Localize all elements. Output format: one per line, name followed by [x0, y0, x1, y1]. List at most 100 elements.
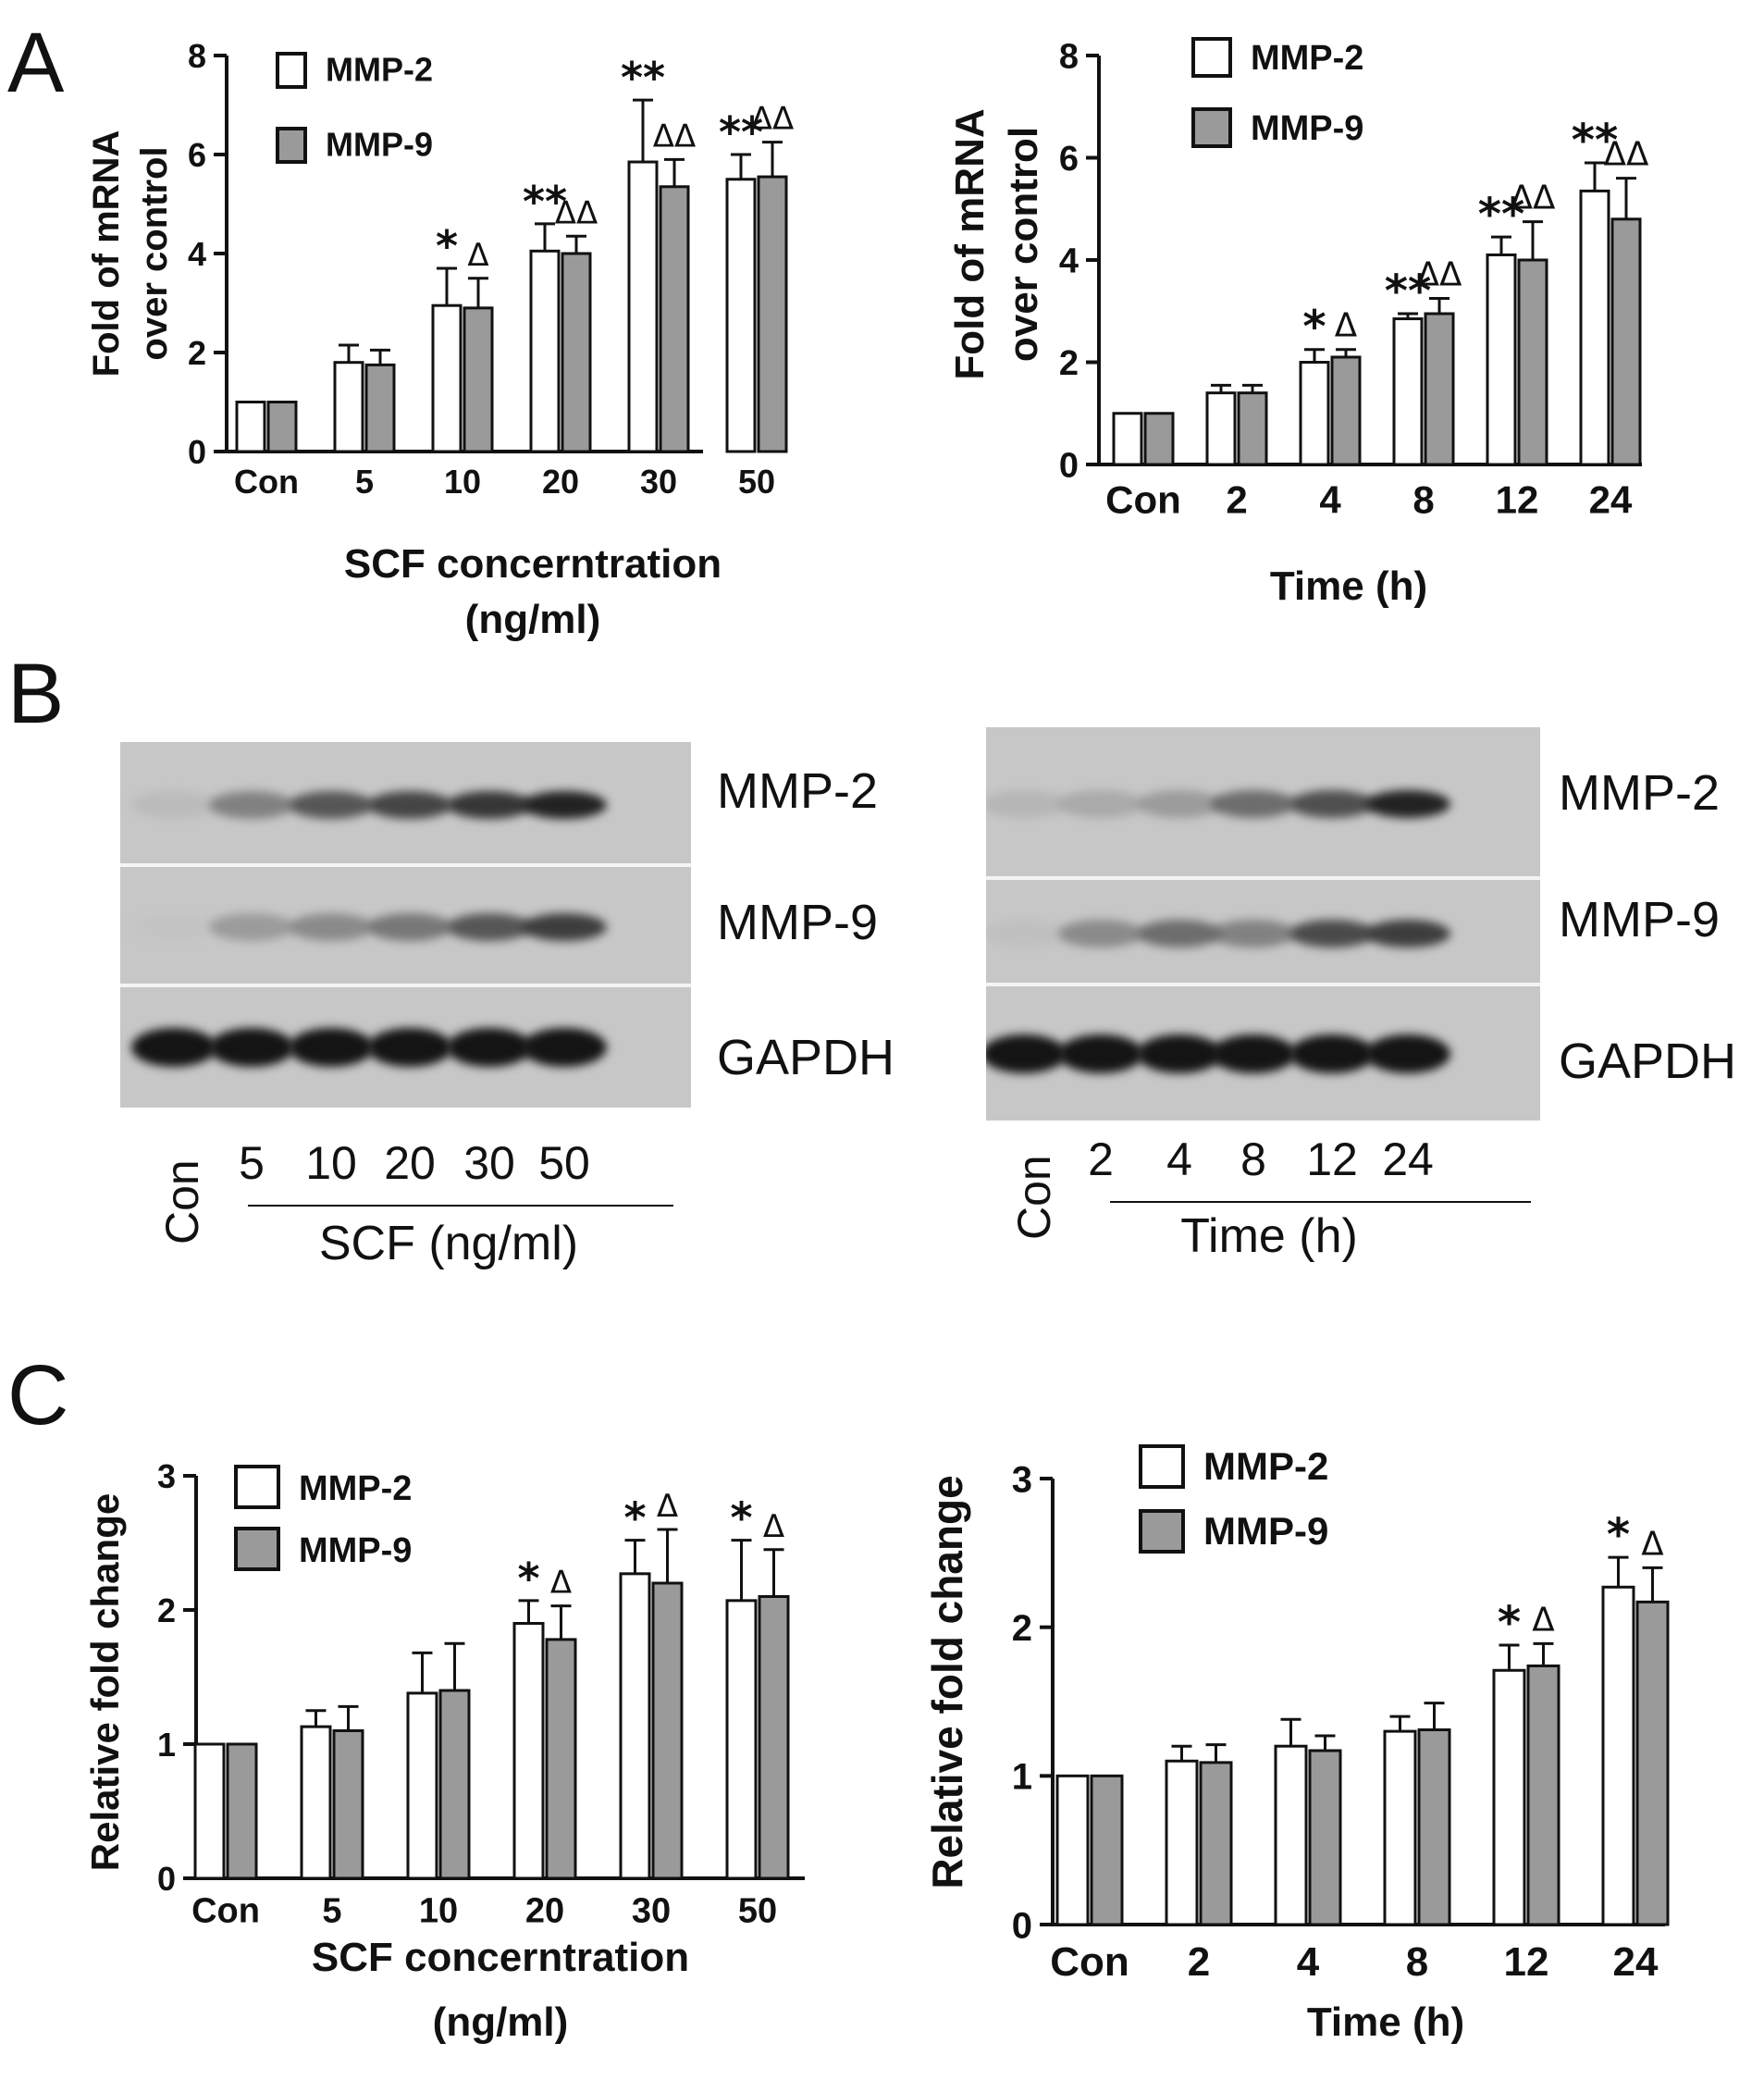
chart-a-right-bar-mmp2 — [1486, 253, 1517, 466]
chart-c-right-bar-mmp2 — [1492, 1668, 1526, 1926]
chart-a-left-bar-mmp9 — [561, 252, 592, 453]
blot-b-left-band — [447, 790, 532, 819]
chart-c-left-ytick-label: 0 — [157, 1860, 176, 1898]
blot-b-right-lane-label: 24 — [1382, 1133, 1434, 1185]
chart-c-right-y-axis-title: Relative fold change — [923, 1475, 971, 1888]
blot-b-left-band — [447, 1028, 532, 1067]
blot-b-left-band — [131, 913, 216, 941]
chart-c-left-bar-mmp2 — [512, 1622, 545, 1880]
chart-c-left-xtick-label: Con — [191, 1892, 260, 1931]
chart-c-left-xtick-label: 5 — [322, 1892, 341, 1931]
chart-c-right-xtick-label: 8 — [1406, 1939, 1428, 1985]
chart-c-right-bar-mmp9 — [1199, 1761, 1233, 1926]
chart-a-right-xtick-label: 12 — [1496, 478, 1539, 522]
chart-a-left-bar-mmp9 — [364, 363, 396, 453]
blot-b-left-band — [289, 913, 374, 941]
blot-b-right-lane-label: 4 — [1166, 1133, 1192, 1185]
chart-c-right-bar-mmp2 — [1383, 1729, 1417, 1926]
blot-b-left-band — [522, 790, 607, 819]
chart-a-left-ytick-label: 0 — [188, 433, 206, 471]
chart-a-left-bar-mmp9 — [266, 401, 298, 453]
chart-c-left-significance-mark: * — [730, 1493, 752, 1543]
chart-c-left-xtick-label: 10 — [419, 1892, 458, 1931]
chart-c-right-bar-mmp9 — [1090, 1774, 1124, 1926]
blot-b-left-band — [209, 913, 294, 941]
chart-a-right-legend-swatch-mmp2 — [1191, 37, 1232, 78]
blot-b-right-band — [1137, 789, 1222, 818]
chart-c-left-bar-mmp2 — [300, 1725, 332, 1880]
chart-a-left-y-axis-title: over control — [134, 146, 175, 360]
chart-a-left-bar-mmp2 — [725, 178, 757, 453]
chart-c-left-bar-mmp2 — [619, 1572, 651, 1880]
chart-c-right-legend-label-mmp2: MMP-2 — [1203, 1444, 1328, 1488]
blot-b-right-row-label: GAPDH — [1559, 1034, 1737, 1089]
blot-b-right-row-mmp-9 — [986, 880, 1540, 986]
blot-b-left-separator — [120, 984, 691, 987]
chart-a-right-legend-label-mmp2: MMP-2 — [1251, 39, 1363, 78]
blot-b-right-band — [1289, 919, 1375, 947]
chart-c-right-bar-mmp2 — [1274, 1744, 1308, 1926]
blot-b-right-band — [1137, 919, 1222, 947]
chart-a-left-xtick-label: 20 — [542, 463, 579, 501]
chart-c-right-xtick-label: 12 — [1504, 1939, 1549, 1985]
blot-b-left-row-label: MMP-9 — [717, 895, 878, 950]
blot-b-right-band — [1289, 789, 1375, 818]
chart-a-left-xtick-label: 30 — [640, 463, 677, 501]
chart-a-right-xtick-label: 24 — [1589, 478, 1633, 522]
blot-b-right-band — [1211, 1034, 1296, 1073]
chart-c-left-legend-label-mmp2: MMP-2 — [299, 1469, 412, 1508]
blot-b-left-lane-label: 10 — [305, 1137, 357, 1189]
chart-a-left-significance-mark: ** — [719, 107, 763, 157]
blot-b-left-lane-label: 20 — [384, 1137, 436, 1189]
chart-a-right-bar-mmp9 — [1517, 258, 1548, 466]
chart-a-left-xtick-label: Con — [234, 463, 299, 501]
chart-a-left-x-axis-title: SCF concerntration — [344, 541, 722, 587]
chart-c-left-significance-mark: Δ — [763, 1508, 784, 1545]
chart-a-right-xtick-label: 4 — [1319, 478, 1341, 522]
chart-a-right-ytick-label: 2 — [1059, 344, 1079, 383]
chart-a-left-bar-mmp2 — [529, 249, 561, 453]
chart-a-right-legend-label-mmp9: MMP-9 — [1251, 109, 1363, 148]
chart-a-left-significance-mark: ** — [621, 53, 665, 103]
blot-b-left-band — [209, 790, 294, 819]
panel-label-a: A — [7, 16, 65, 110]
blot-b-right-separator — [986, 876, 1540, 880]
blot-b-right-band — [1058, 789, 1143, 818]
chart-a-right-bar-mmp9 — [1424, 312, 1455, 466]
blot-b-left-row-label: GAPDH — [717, 1030, 895, 1085]
chart-c-right-significance-mark: Δ — [1532, 1601, 1555, 1639]
chart-c-right-bar-mmp9 — [1635, 1600, 1670, 1926]
chart-a-left-legend-swatch-mmp2 — [276, 52, 307, 89]
chart-a-left-xtick-label: 5 — [355, 463, 374, 501]
chart-c-left-legend-label-mmp9: MMP-9 — [299, 1531, 412, 1570]
chart-a-right-bar-mmp9 — [1143, 412, 1175, 466]
chart-a-right-bar-mmp2 — [1579, 189, 1610, 466]
chart-c-left-xtick-label: 50 — [738, 1892, 777, 1931]
chart-c-left-bar-mmp9 — [651, 1581, 684, 1880]
blot-b-right-lane-label: 8 — [1240, 1133, 1266, 1185]
chart-c-left-legend-swatch-mmp2 — [234, 1465, 280, 1509]
blot-b-right-band — [1211, 919, 1296, 947]
chart-a-right-x-axis-title: Time (h) — [1270, 563, 1427, 609]
chart-c-left-bar-mmp9 — [332, 1729, 364, 1880]
blot-b-right-band — [986, 1034, 1067, 1073]
chart-a-left-bar-mmp9 — [757, 175, 788, 453]
chart-a-right-ytick-label: 0 — [1059, 447, 1079, 486]
chart-a-left-significance-mark: ΔΔ — [751, 101, 795, 138]
chart-c-right-legend-label-mmp9: MMP-9 — [1203, 1509, 1328, 1553]
chart-a-right-bar-mmp2 — [1392, 317, 1424, 466]
chart-c-right-xtick-label: 2 — [1188, 1939, 1210, 1985]
chart-a-left-significance-mark: ΔΔ — [555, 194, 598, 231]
blot-b-left-band — [131, 1028, 216, 1067]
blot-b-right-band — [1211, 789, 1296, 818]
chart-c-left-xtick-label: 30 — [632, 1892, 671, 1931]
blot-b-right-x-axis-title: Time (h) — [1180, 1209, 1358, 1263]
blot-b-left-band — [289, 1028, 374, 1067]
chart-a-right-significance-mark: ** — [1385, 266, 1432, 317]
chart-a-left-bar-mmp2 — [627, 160, 659, 453]
blot-b-right-lane-label: 12 — [1306, 1133, 1358, 1185]
chart-c-left-x-axis-title: (ng/ml) — [433, 2000, 569, 2045]
chart-a-left-x-axis-title: (ng/ml) — [465, 597, 601, 642]
chart-a-right-xtick-label: 2 — [1226, 478, 1247, 522]
